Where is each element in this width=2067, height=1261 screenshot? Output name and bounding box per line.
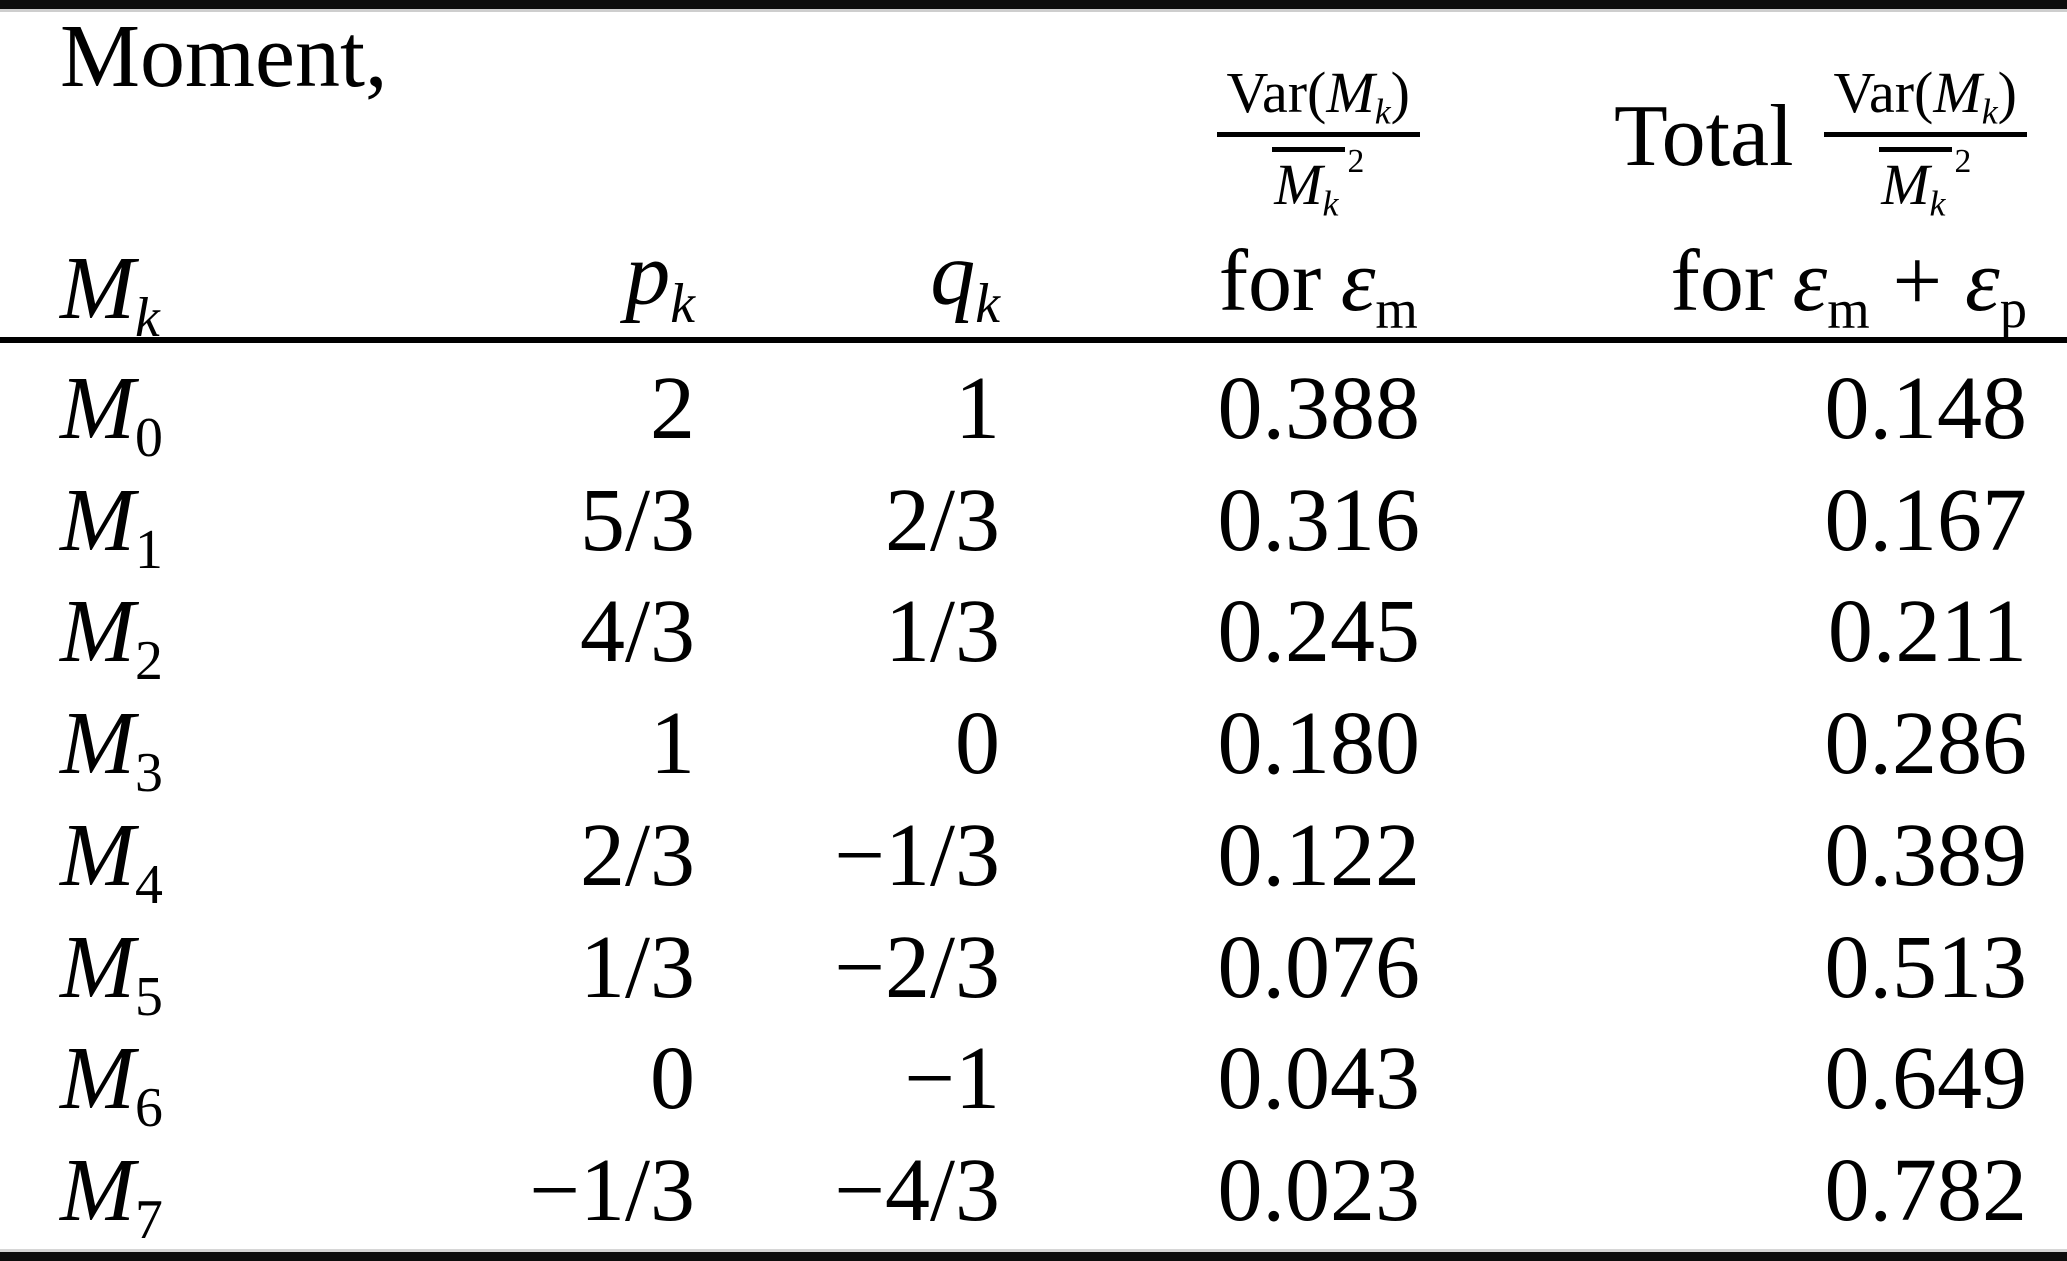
variance-em-value: 0.043	[1217, 1029, 1421, 1129]
pk-value: 1/3	[579, 917, 695, 1017]
variance-em-value: 0.316	[1217, 470, 1421, 570]
header-moment-column: Moment, Mk	[60, 0, 500, 349]
header-moment-symbol: Mk	[60, 239, 160, 349]
pk-value: 2/3	[579, 805, 695, 905]
header-qk-column: qk	[930, 225, 1000, 335]
qk-value: −1	[904, 1029, 1000, 1129]
header-moment-word: Moment,	[60, 7, 388, 106]
variance-em-value: 0.180	[1217, 694, 1421, 794]
header-total-line: Total Var(Mk) Mk2	[1613, 60, 2027, 224]
total-word: Total	[1613, 88, 1794, 186]
table-bottom-rule	[0, 1252, 2067, 1261]
pk-value: 2	[650, 358, 695, 458]
moment-label: M5	[60, 917, 163, 1028]
table-body: M0 2 1 0.388 0.148 M1 5/3 2/3 0.316 0.16…	[0, 349, 2067, 1247]
moment-label: M3	[60, 694, 163, 804]
moment-label: M0	[60, 358, 163, 469]
table-header-rule	[0, 337, 2067, 343]
variance-em-value: 0.388	[1217, 358, 1421, 458]
pk-value: 4/3	[579, 582, 695, 682]
variance-total-value: 0.148	[1824, 358, 2028, 458]
qk-value: 1	[955, 358, 1000, 458]
moment-label: M7	[60, 1141, 163, 1251]
moment-label: M1	[60, 470, 163, 581]
table-header: Moment, Mk pk qk Var(Mk) Mk2 for εm Total	[0, 12, 2067, 346]
header-total-variance-column: Total Var(Mk) Mk2 for εm + εp	[1420, 60, 2027, 340]
qk-value: −2/3	[834, 917, 1000, 1017]
header-for-em-plus-ep: for εm + εp	[1670, 233, 2027, 340]
table-top-rule	[0, 0, 2067, 9]
header-variance-em-column: Var(Mk) Mk2 for εm	[1000, 60, 1420, 340]
variance-total-value: 0.389	[1824, 805, 2028, 905]
qk-value: 0	[955, 694, 1000, 794]
fraction-denominator: Mk2	[1272, 143, 1365, 224]
pk-value: 1	[650, 694, 695, 794]
moment-label: M6	[60, 1029, 163, 1140]
qk-value: 2/3	[884, 470, 1000, 570]
fraction-numerator: Var(Mk)	[1823, 60, 2027, 138]
variance-total-value: 0.782	[1824, 1141, 2028, 1241]
variance-total-value: 0.167	[1824, 470, 2028, 570]
pk-value: 5/3	[579, 470, 695, 570]
variance-em-value: 0.122	[1217, 805, 1421, 905]
header-for-em: for εm	[1218, 233, 1418, 340]
variance-ratio-fraction: Var(Mk) Mk2	[1216, 60, 1420, 224]
pk-value: −1/3	[529, 1141, 695, 1241]
variance-em-value: 0.245	[1217, 582, 1421, 682]
variance-ratio-fraction: Var(Mk) Mk2	[1823, 60, 2027, 224]
variance-total-value: 0.211	[1827, 582, 2027, 682]
variance-em-value: 0.023	[1217, 1141, 1421, 1241]
header-pk-column: pk	[625, 225, 695, 335]
variance-total-value: 0.649	[1824, 1029, 2028, 1129]
moment-label: M2	[60, 582, 163, 693]
pk-value: 0	[650, 1029, 695, 1129]
moment-label: M4	[60, 805, 163, 916]
variance-total-value: 0.513	[1824, 917, 2028, 1017]
fraction-denominator: Mk2	[1879, 143, 1972, 224]
variance-em-value: 0.076	[1217, 917, 1421, 1017]
fraction-numerator: Var(Mk)	[1216, 60, 1420, 138]
variance-total-value: 0.286	[1824, 694, 2028, 794]
qk-value: −1/3	[834, 805, 1000, 905]
qk-value: −4/3	[834, 1141, 1000, 1241]
qk-value: 1/3	[884, 582, 1000, 682]
